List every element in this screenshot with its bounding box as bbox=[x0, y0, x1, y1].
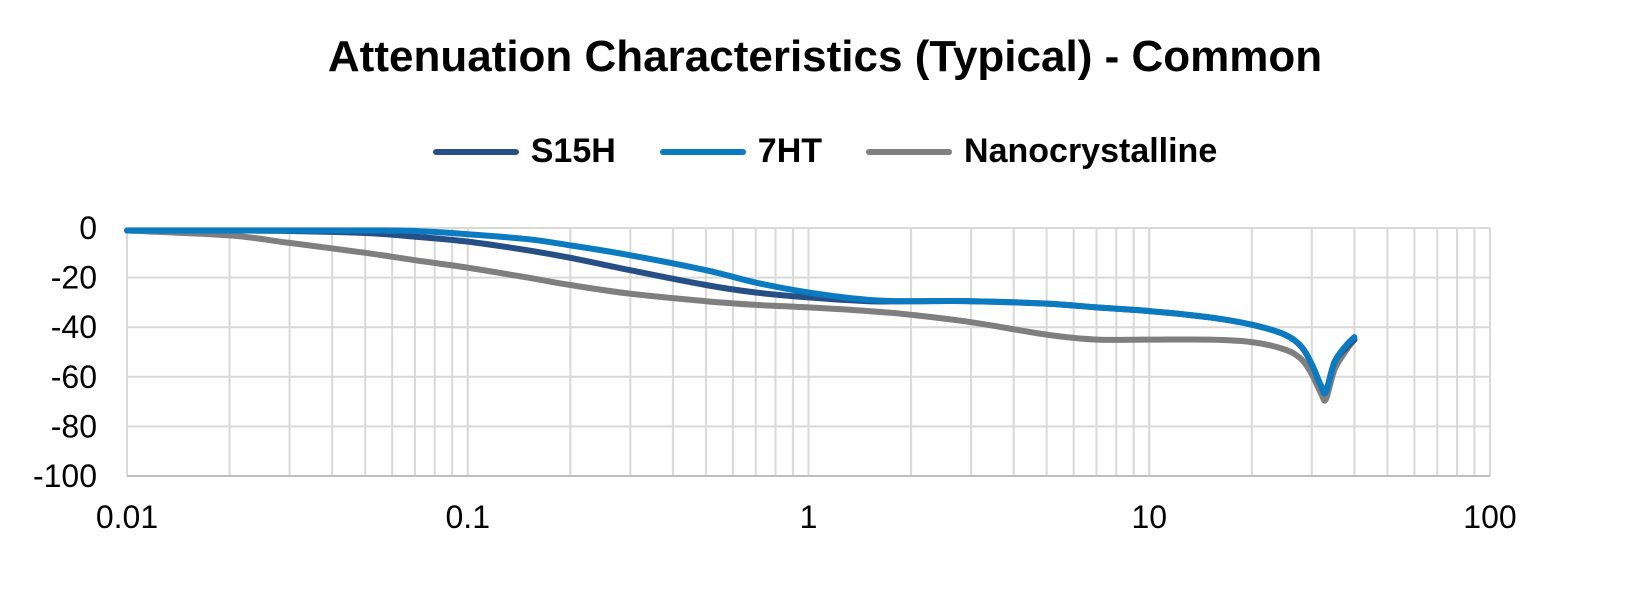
legend-label-s15h: S15H bbox=[530, 132, 616, 170]
legend-swatch-s15h bbox=[432, 148, 519, 155]
y-tick-label: -100 bbox=[33, 458, 97, 494]
y-tick-label: 0 bbox=[79, 210, 97, 246]
y-tick-label: -20 bbox=[51, 260, 97, 296]
y-tick-label: -80 bbox=[51, 408, 97, 444]
legend-item-7ht: 7HT bbox=[659, 132, 823, 171]
legend-swatch-7ht bbox=[659, 148, 746, 155]
series-line-nanocrystalline bbox=[124, 227, 1358, 404]
y-axis-tick-labels: 0 -20 -40 -60 -80 -100 bbox=[33, 210, 97, 494]
y-tick-label: -40 bbox=[51, 309, 97, 345]
legend-label-nanocrystalline: Nanocrystalline bbox=[964, 132, 1218, 170]
legend-swatch-nanocrystalline bbox=[866, 148, 953, 155]
chart-title: Attenuation Characteristics (Typical) - … bbox=[327, 32, 1323, 81]
x-tick-label: 10 bbox=[1131, 499, 1167, 535]
legend: S15H 7HT Nanocrystalline bbox=[0, 132, 1650, 171]
x-tick-label: 0.1 bbox=[446, 499, 490, 535]
legend-label-7ht: 7HT bbox=[757, 132, 823, 170]
grid bbox=[126, 227, 1491, 477]
series-lines bbox=[124, 227, 1358, 404]
legend-item-s15h: S15H bbox=[432, 132, 616, 171]
x-tick-label: 100 bbox=[1463, 499, 1516, 535]
x-tick-label: 1 bbox=[800, 499, 818, 535]
legend-item-nanocrystalline: Nanocrystalline bbox=[866, 132, 1217, 171]
x-axis-tick-labels: 0.01 0.1 1 10 100 bbox=[96, 499, 1517, 535]
series-line-7ht bbox=[124, 227, 1358, 397]
x-tick-label: 0.01 bbox=[96, 499, 158, 535]
y-tick-label: -60 bbox=[51, 359, 97, 395]
